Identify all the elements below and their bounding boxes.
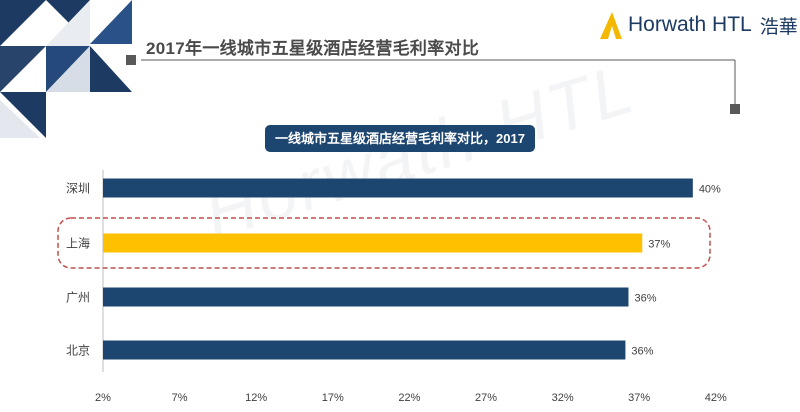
x-tick-label: 22% — [398, 392, 420, 404]
highlight-outline — [57, 217, 711, 269]
x-tick-label: 2% — [95, 392, 111, 404]
x-tick-label: 27% — [475, 392, 497, 404]
bar — [103, 287, 629, 307]
bar — [103, 340, 626, 360]
chart-title: 一线城市五星级酒店经营毛利率对比，2017 — [265, 125, 535, 152]
bar — [103, 233, 643, 253]
brand-logo: Horwath HTL 浩華 — [598, 8, 798, 42]
category-label: 上海 — [66, 236, 90, 251]
x-tick-label: 17% — [322, 392, 344, 404]
brand-name: Horwath HTL — [628, 13, 752, 36]
category-label: 深圳 — [66, 182, 90, 196]
data-label: 36% — [631, 346, 653, 358]
data-label: 36% — [634, 293, 656, 305]
x-tick-label: 32% — [552, 392, 574, 404]
x-tick-label: 7% — [172, 392, 188, 404]
x-tick-label: 12% — [245, 392, 267, 404]
data-label: 37% — [648, 239, 670, 251]
data-label: 40% — [699, 184, 721, 196]
category-label: 北京 — [66, 344, 90, 358]
x-tick-label: 37% — [628, 392, 650, 404]
x-tick-label: 42% — [705, 392, 727, 404]
brand-name-cn: 浩華 — [759, 15, 798, 38]
bar — [103, 178, 693, 198]
triangle-mark-icon — [600, 12, 622, 39]
category-label: 广州 — [66, 291, 90, 305]
page-title: 2017年一线城市五星级酒店经营毛利率对比 — [146, 39, 480, 58]
